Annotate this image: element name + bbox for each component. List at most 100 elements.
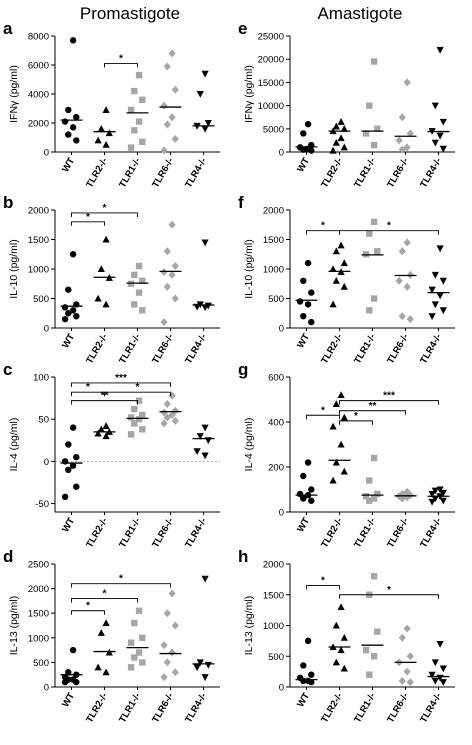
y-tick-label: 5000 bbox=[263, 124, 284, 135]
data-point bbox=[171, 85, 179, 94]
data-point bbox=[102, 140, 110, 148]
y-tick-label: 2000 bbox=[28, 206, 49, 217]
data-point bbox=[428, 671, 436, 679]
data-point bbox=[69, 424, 77, 431]
significance-bracket bbox=[71, 400, 138, 405]
significance-bracket bbox=[339, 400, 439, 405]
data-point bbox=[300, 146, 307, 153]
panel-letter: d bbox=[3, 547, 13, 566]
significance-label: * bbox=[86, 212, 90, 223]
data-point bbox=[332, 400, 340, 407]
data-point bbox=[439, 665, 447, 673]
data-point bbox=[168, 391, 176, 400]
data-point bbox=[304, 120, 312, 128]
data-point bbox=[65, 466, 72, 474]
panel-b: b 0 500 1000 1500 2000 IL-10 (pg/ml) WT TLR2-/- T… bbox=[3, 193, 220, 366]
data-point bbox=[366, 671, 373, 678]
data-point bbox=[131, 127, 138, 134]
y-tick-label: 1500 bbox=[263, 590, 284, 601]
data-point bbox=[340, 259, 348, 267]
significance-label: * bbox=[387, 221, 391, 232]
data-point bbox=[73, 453, 80, 461]
data-point bbox=[439, 277, 447, 285]
data-point bbox=[431, 271, 439, 279]
data-point bbox=[439, 497, 447, 505]
data-point bbox=[73, 114, 80, 121]
significance-label: ** bbox=[369, 401, 377, 412]
data-point bbox=[337, 241, 345, 249]
data-point bbox=[139, 634, 146, 641]
data-point bbox=[439, 307, 447, 315]
y-tick-label: 50 bbox=[38, 415, 49, 426]
y-axis-label: IL-4 (pg/ml) bbox=[243, 418, 255, 472]
data-point bbox=[196, 659, 204, 667]
panel-a: a 0 2000 4000 6000 8000 IFNγ (pg/ml) WT TLR2-/- T… bbox=[3, 19, 220, 190]
data-point bbox=[139, 277, 146, 284]
data-point bbox=[308, 289, 315, 296]
significance-label: * bbox=[86, 382, 90, 393]
panel-letter: c bbox=[3, 360, 12, 379]
data-point bbox=[340, 125, 348, 132]
data-point bbox=[168, 589, 176, 598]
x-tick-label: TLR6-/- bbox=[150, 332, 176, 366]
data-point bbox=[370, 141, 378, 149]
data-point bbox=[102, 300, 110, 308]
data-point bbox=[300, 662, 307, 669]
data-point bbox=[69, 462, 77, 469]
data-point bbox=[196, 91, 204, 98]
data-point bbox=[398, 312, 406, 321]
data-point bbox=[193, 448, 201, 456]
data-point bbox=[163, 400, 171, 408]
data-point bbox=[308, 678, 315, 686]
y-tick-label: 2000 bbox=[28, 584, 49, 595]
data-point bbox=[304, 301, 312, 308]
column-title-promastigote: Promastigote bbox=[80, 4, 180, 23]
x-tick-label: TLR1-/- bbox=[117, 691, 143, 725]
data-point bbox=[163, 413, 171, 422]
data-point bbox=[160, 101, 168, 110]
data-point bbox=[131, 301, 138, 308]
data-point bbox=[97, 125, 105, 132]
y-tick-label: 20000 bbox=[258, 55, 284, 66]
significance-label: * bbox=[321, 576, 325, 587]
data-point bbox=[201, 575, 209, 583]
data-point bbox=[406, 652, 414, 661]
x-tick-label: TLR6-/- bbox=[385, 332, 411, 366]
x-tick-label: TLR2-/- bbox=[84, 156, 110, 190]
significance-bracket bbox=[339, 230, 439, 235]
data-point bbox=[370, 295, 378, 302]
y-tick-label: 0 bbox=[44, 324, 49, 335]
data-point bbox=[102, 235, 110, 243]
y-tick-label: 4000 bbox=[28, 90, 49, 101]
significance-bracket bbox=[339, 420, 373, 425]
data-point bbox=[296, 298, 304, 305]
data-point bbox=[163, 62, 171, 71]
panel-f: f 0 500 1000 1500 2000 IL-10 (pg/ml) WT TLR2-/- T… bbox=[238, 193, 455, 366]
data-point bbox=[139, 659, 146, 666]
x-tick-label: TLR4-/- bbox=[418, 691, 444, 725]
panel-h: h 0 500 1000 1500 2000 IL-13 (pg/ml) WT TLR2-/- T… bbox=[238, 547, 455, 725]
y-tick-label: 0 bbox=[44, 683, 49, 694]
significance-bracket bbox=[339, 410, 406, 415]
data-point bbox=[73, 678, 80, 686]
data-point bbox=[337, 603, 345, 611]
data-point bbox=[403, 624, 411, 633]
significance-bracket bbox=[306, 414, 340, 420]
data-point bbox=[160, 146, 168, 155]
data-point bbox=[168, 49, 176, 58]
data-point bbox=[332, 458, 340, 466]
data-point bbox=[436, 292, 444, 300]
data-point bbox=[398, 633, 406, 642]
data-point bbox=[61, 315, 69, 323]
y-axis-label: IL-10 (pg/ml) bbox=[8, 239, 20, 299]
data-point bbox=[308, 497, 315, 504]
data-point bbox=[370, 454, 378, 462]
significance-bracket bbox=[71, 597, 138, 603]
x-tick-label: WT bbox=[60, 156, 77, 174]
data-point bbox=[127, 106, 135, 114]
data-point bbox=[139, 426, 146, 433]
x-tick-label: TLR2-/- bbox=[319, 516, 345, 550]
x-tick-label: TLR2-/- bbox=[319, 332, 345, 366]
data-point bbox=[168, 270, 176, 279]
panel-c: c -50 0 50 100 IL-4 (pg/ml) WT TLR2-/- TLR1-/- TL… bbox=[3, 360, 220, 550]
